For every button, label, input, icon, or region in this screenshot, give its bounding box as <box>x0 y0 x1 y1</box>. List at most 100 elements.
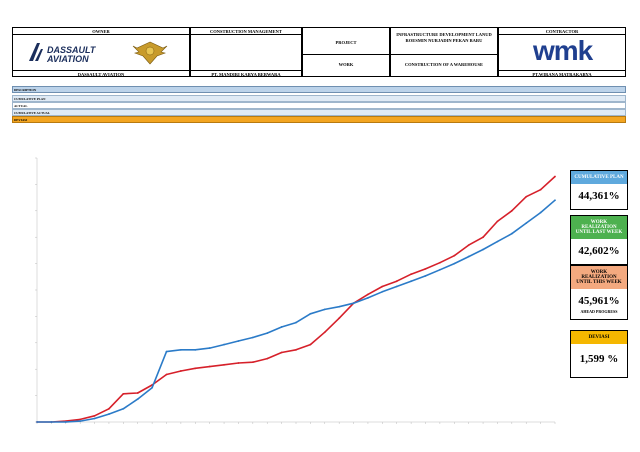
series-point-1 <box>237 362 240 364</box>
deviation-panel: DEVIASI 1,599 % <box>570 330 628 378</box>
contractor-label: CONTRACTOR <box>545 29 579 34</box>
series-point-1 <box>395 280 398 283</box>
eagle-emblem-icon <box>131 38 169 73</box>
row-label: DEVIASI <box>14 117 28 122</box>
series-point-1 <box>251 361 254 364</box>
work-value: CONSTRUCTION OF A WAREHOUSE <box>404 62 484 67</box>
series-point-1 <box>309 343 312 346</box>
series-point-2 <box>309 312 312 315</box>
series-point-2 <box>208 347 211 349</box>
series-point-1 <box>410 273 413 276</box>
plan-title: CUMULATIVE PLAN <box>571 171 627 184</box>
series-point-2 <box>525 222 528 225</box>
series-point-1 <box>280 351 283 354</box>
plan-value: 44,361% <box>578 190 620 202</box>
series-point-2 <box>410 280 413 283</box>
series-point-2 <box>36 421 38 423</box>
series-point-1 <box>381 285 384 288</box>
series-point-2 <box>251 336 254 339</box>
table-header-row: DESCRIPTION <box>12 86 626 93</box>
series-point-2 <box>424 275 427 277</box>
series-point-1 <box>554 175 556 178</box>
this-week-note: AHEAD PROGRESS <box>580 309 618 314</box>
series-point-1 <box>438 261 441 264</box>
this-week-value: 45,961% <box>578 295 620 307</box>
project-value: INFRASTRUCTURE DEVELOPMENT LANUD ROESMIN… <box>396 32 492 43</box>
series-point-2 <box>237 340 240 342</box>
report-header: OWNER DASSAULT AVIATION DASSAULT AVIATIO… <box>12 27 626 77</box>
series-point-2 <box>266 332 269 335</box>
contractor-name: PT.WIRANA MATRAKARYA <box>532 72 592 77</box>
series-point-2 <box>108 413 110 415</box>
work-label: WORK <box>338 62 354 67</box>
series-point-2 <box>352 302 355 305</box>
series-point-1 <box>179 370 182 372</box>
series-point-1 <box>208 365 211 368</box>
series-point-1 <box>338 317 341 320</box>
series-point-1 <box>510 209 513 212</box>
owner-name: DASSAULT AVIATION <box>77 72 125 77</box>
series-point-2 <box>64 421 67 423</box>
wmk-logo: wmk <box>533 35 593 66</box>
series-point-1 <box>424 267 427 270</box>
series-point-2 <box>295 321 297 324</box>
row-label: CUMULATIVE PLAN <box>14 96 46 101</box>
owner-block: OWNER DASSAULT AVIATION DASSAULT AVIATIO… <box>12 27 190 77</box>
owner-logo-line1: DASSAULT <box>47 45 96 55</box>
project-label-block: PROJECT WORK <box>302 27 390 77</box>
series-point-2 <box>381 290 384 293</box>
series-point-2 <box>539 211 542 214</box>
table-row: DEVIASI <box>12 116 626 123</box>
project-value-block: INFRASTRUCTURE DEVELOPMENT LANUD ROESMIN… <box>390 27 498 77</box>
series-point-1 <box>453 254 456 257</box>
row-label: CUMULATIVE ACTUAL <box>14 110 50 115</box>
series-point-1 <box>136 392 139 394</box>
series-point-2 <box>367 297 369 299</box>
owner-logo-line2: AVIATION <box>47 54 89 64</box>
series-point-2 <box>323 308 326 311</box>
series-point-1 <box>122 392 125 395</box>
series-point-1 <box>108 407 110 410</box>
series-point-1 <box>266 357 269 360</box>
cm-label: CONSTRUCTION MANAGEMENT <box>210 29 282 34</box>
contractor-block: CONTRACTOR wmk PT.WIRANA MATRAKARYA <box>498 27 626 77</box>
table-row: ACTUAL <box>12 102 626 109</box>
last-week-value: 42,602% <box>578 245 620 257</box>
last-week-title: WORK REALIZATION UNTIL LAST WEEK <box>571 216 627 239</box>
series-point-2 <box>453 262 456 265</box>
dev-value: 1,599 % <box>579 353 619 365</box>
series-point-2 <box>122 407 125 410</box>
series-point-2 <box>165 350 168 353</box>
series-point-1 <box>93 414 96 417</box>
cm-block: CONSTRUCTION MANAGEMENT PT. MANDIRI KARY… <box>190 27 302 77</box>
series-line-2 <box>37 199 556 423</box>
series-point-1 <box>79 418 82 421</box>
series-point-1 <box>165 373 168 376</box>
series-point-1 <box>482 236 484 239</box>
series-point-2 <box>482 248 484 251</box>
table-header-label: DESCRIPTION <box>14 87 37 92</box>
table-row: CUMULATIVE ACTUAL <box>12 109 626 116</box>
series-point-2 <box>510 232 513 235</box>
series-point-1 <box>295 348 297 351</box>
series-point-2 <box>179 348 182 351</box>
cumulative-plan-panel: CUMULATIVE PLAN 44,361% <box>570 170 628 210</box>
owner-label: OWNER <box>92 29 110 34</box>
series-line-1 <box>37 175 556 423</box>
series-point-2 <box>79 420 82 423</box>
series-point-1 <box>525 195 528 198</box>
series-point-2 <box>338 305 341 308</box>
series-point-2 <box>496 240 499 243</box>
series-point-1 <box>367 293 369 296</box>
series-point-2 <box>467 255 470 258</box>
series-point-2 <box>93 417 96 420</box>
series-point-2 <box>223 343 225 346</box>
dassault-wing-icon <box>29 43 43 61</box>
row-label: ACTUAL <box>14 103 28 108</box>
series-point-2 <box>554 199 556 202</box>
series-point-1 <box>194 367 197 370</box>
series-point-2 <box>194 348 197 351</box>
series-point-2 <box>151 386 154 389</box>
progress-s-curve-chart <box>35 157 556 424</box>
series-point-2 <box>136 398 139 401</box>
